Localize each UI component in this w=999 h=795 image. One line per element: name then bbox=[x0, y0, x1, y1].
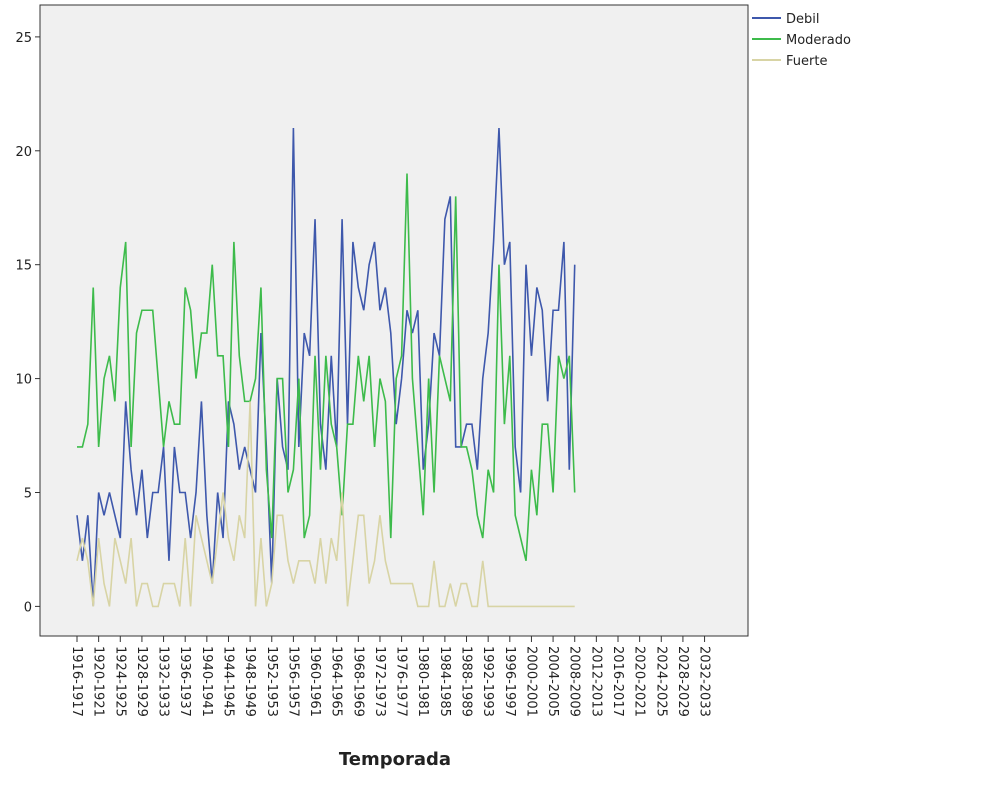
x-tick-label: 2020-2021 bbox=[632, 646, 647, 717]
x-tick-label: 1936-1937 bbox=[177, 646, 192, 717]
x-tick-label: 1964-1965 bbox=[329, 646, 344, 717]
legend-label: Debil bbox=[786, 12, 819, 27]
x-axis-title: Temporada bbox=[339, 749, 451, 770]
y-tick-label: 5 bbox=[24, 486, 32, 501]
plot-area bbox=[39, 4, 749, 637]
x-tick-label: 2016-2017 bbox=[610, 646, 625, 717]
x-tick-label: 1972-1973 bbox=[372, 646, 387, 717]
y-tick-label: 20 bbox=[15, 145, 32, 160]
x-tick-label: 1976-1977 bbox=[394, 646, 409, 717]
x-tick-label: 1992-1993 bbox=[480, 646, 495, 717]
x-tick-label: 1920-1921 bbox=[91, 646, 106, 717]
x-tick-label: 1996-1997 bbox=[502, 646, 517, 717]
x-tick-label: 1944-1945 bbox=[220, 646, 235, 717]
y-tick-label: 15 bbox=[15, 259, 32, 274]
x-tick-label: 1928-1929 bbox=[134, 646, 149, 717]
y-tick-label: 10 bbox=[15, 373, 32, 388]
x-tick-label: 2004-2005 bbox=[545, 646, 560, 717]
y-tick-label: 25 bbox=[15, 31, 32, 46]
x-tick-label: 1948-1949 bbox=[242, 646, 257, 717]
x-tick-label: 2012-2013 bbox=[588, 646, 603, 717]
x-tick-label: 1952-1953 bbox=[264, 646, 279, 717]
legend-label: Fuerte bbox=[786, 54, 827, 69]
x-tick-label: 1988-1989 bbox=[459, 646, 474, 717]
x-tick-label: 2024-2025 bbox=[653, 646, 668, 717]
series-line bbox=[77, 173, 576, 562]
x-tick-label: 2000-2001 bbox=[523, 646, 538, 717]
x-tick-label: 1984-1985 bbox=[437, 646, 452, 717]
x-tick-label: 1932-1933 bbox=[156, 646, 171, 717]
series-line bbox=[76, 401, 575, 608]
x-tick-label: 2032-2033 bbox=[697, 646, 712, 717]
series-line bbox=[76, 127, 576, 607]
x-tick-label: 2028-2029 bbox=[675, 646, 690, 717]
x-tick-label: 2008-2009 bbox=[567, 646, 582, 717]
y-tick-label: 0 bbox=[24, 600, 32, 615]
legend-label: Moderado bbox=[786, 33, 851, 48]
x-tick-label: 1924-1925 bbox=[112, 646, 127, 717]
x-tick-label: 1916-1917 bbox=[69, 646, 84, 717]
x-tick-label: 1960-1961 bbox=[307, 646, 322, 717]
x-tick-label: 1956-1957 bbox=[285, 646, 300, 717]
x-tick-label: 1968-1969 bbox=[350, 646, 365, 717]
x-tick-label: 1940-1941 bbox=[199, 646, 214, 717]
x-tick-label: 1980-1981 bbox=[415, 646, 430, 717]
